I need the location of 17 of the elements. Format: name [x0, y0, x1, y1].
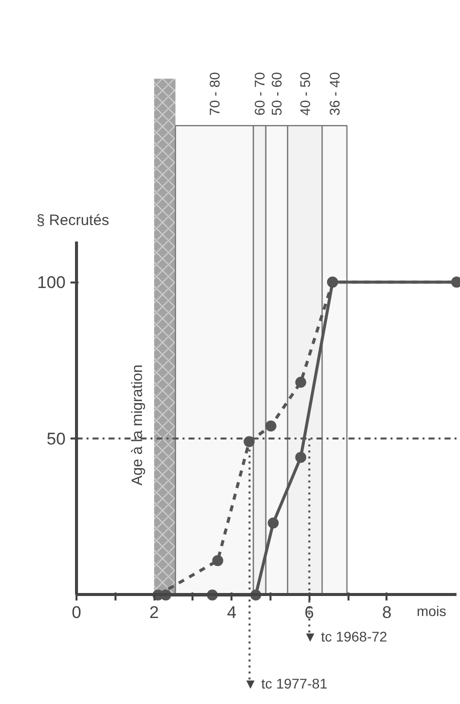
x-tick-label: 6	[304, 602, 314, 622]
band-label: 70 - 80	[206, 72, 222, 116]
band-label: 50 - 60	[268, 72, 285, 116]
band-label: 60 - 70	[252, 72, 268, 116]
band-label: 36 - 40	[326, 72, 342, 116]
band-label: 40 - 50	[296, 72, 313, 116]
band-label: Age à la migration	[129, 364, 146, 486]
y-tick-label: 100	[37, 273, 66, 292]
x-tick-label: 0	[72, 602, 82, 622]
x-tick-label: 4	[226, 602, 236, 622]
ref-line-label: ▼ tc 1968-72	[303, 628, 388, 645]
x-tick-label: 2	[149, 602, 159, 622]
y-axis-title: § Recrutés	[36, 212, 110, 229]
x-axis-title: mois	[416, 602, 446, 619]
y-tick-label: 50	[46, 430, 66, 449]
x-tick-label: 8	[382, 602, 392, 622]
ref-line-label: ▼ tc 1977-81	[244, 675, 328, 692]
